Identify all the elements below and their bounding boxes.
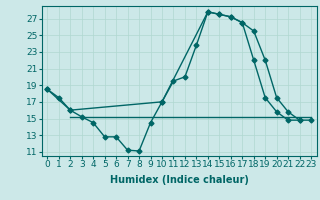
X-axis label: Humidex (Indice chaleur): Humidex (Indice chaleur) [110,175,249,185]
